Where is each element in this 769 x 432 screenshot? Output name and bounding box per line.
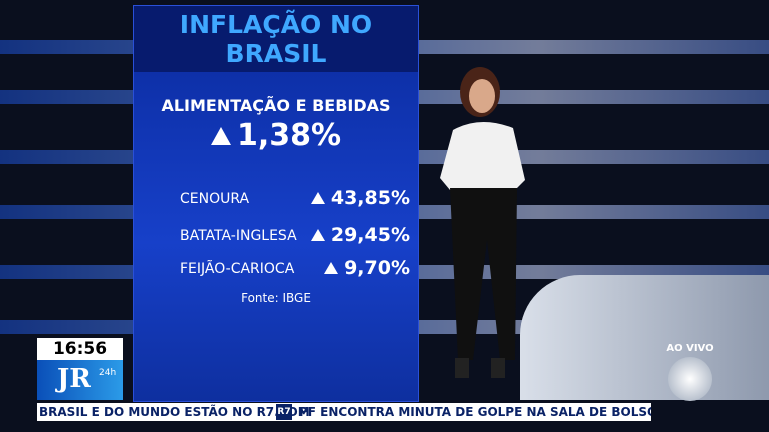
desk bbox=[520, 275, 769, 400]
ticker: BRASIL E DO MUNDO ESTÃO NO R7.COM R7 PF … bbox=[37, 403, 651, 421]
headline-label: ALIMENTAÇÃO E BEBIDAS bbox=[161, 96, 391, 115]
info-panel: INFLAÇÃO NO BRASIL ALIMENTAÇÃO E BEBIDAS… bbox=[133, 5, 419, 402]
item-row: BATATA-INGLESA 29,45% bbox=[180, 224, 410, 246]
presenter bbox=[440, 67, 525, 378]
item-value-wrap: 29,45% bbox=[310, 224, 410, 246]
source: Fonte: IBGE bbox=[241, 291, 311, 305]
headline-value: 1,38% bbox=[236, 118, 342, 153]
network-logo bbox=[668, 357, 712, 401]
up-arrow bbox=[310, 229, 325, 241]
live-label: AO VIVO bbox=[666, 343, 714, 354]
headline-value-wrap: 1,38% bbox=[134, 118, 418, 153]
ticker-badge: R7 bbox=[276, 404, 292, 420]
panel-title: INFLAÇÃO NO BRASIL bbox=[134, 6, 418, 72]
item-value: 29,45% bbox=[330, 224, 410, 246]
up-arrow bbox=[310, 192, 325, 204]
ticker-right: PF ENCONTRA MINUTA DE GOLPE NA SALA DE B… bbox=[299, 405, 651, 419]
up-arrow bbox=[210, 127, 231, 145]
item-label: FEIJÃO-CARIOCA bbox=[180, 261, 295, 277]
item-value-wrap: 9,70% bbox=[324, 257, 410, 279]
up-arrow bbox=[324, 262, 339, 274]
item-row: CENOURA 43,85% bbox=[180, 187, 410, 209]
item-label: BATATA-INGLESA bbox=[180, 228, 297, 244]
clock: 16:56 bbox=[37, 338, 123, 360]
item-value: 9,70% bbox=[344, 257, 410, 279]
item-value-wrap: 43,85% bbox=[310, 187, 410, 209]
logo: JR 24h bbox=[37, 360, 123, 400]
ticker-left: BRASIL E DO MUNDO ESTÃO NO R7.COM bbox=[39, 405, 310, 419]
item-value: 43,85% bbox=[330, 187, 410, 209]
logo-sub: 24h bbox=[99, 368, 117, 378]
item-row: FEIJÃO-CARIOCA 9,70% bbox=[180, 257, 410, 279]
item-label: CENOURA bbox=[180, 191, 250, 207]
logo-text: JR bbox=[57, 364, 91, 394]
